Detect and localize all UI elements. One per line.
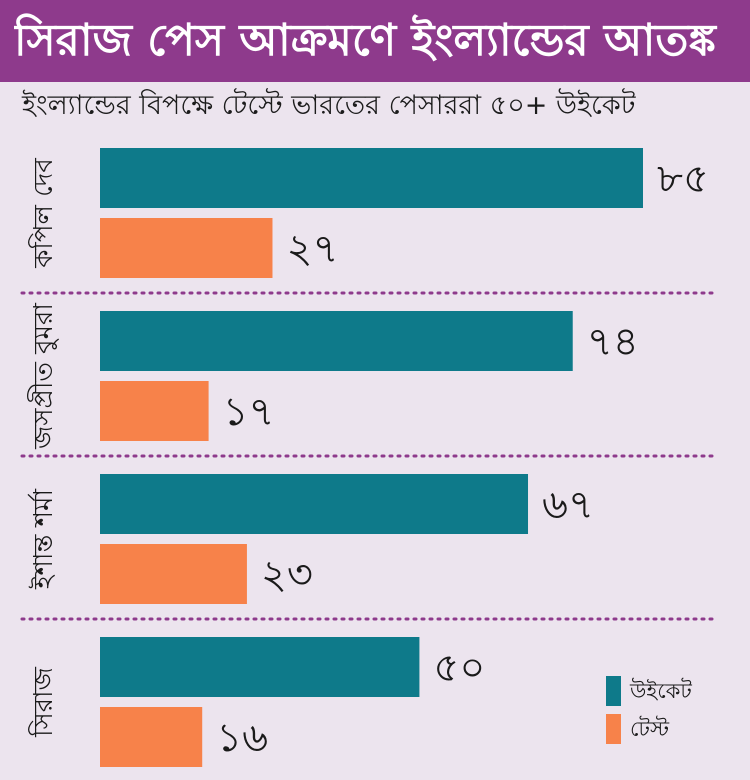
category-label: জসপ্রীত বুমরা [27, 303, 59, 450]
chart-title: সিরাজ পেস আক্রমণে ইংল্যান্ডের আতঙ্ক [14, 15, 716, 66]
tests-bar [100, 218, 273, 278]
category-label: সিরাজ [28, 666, 59, 737]
legend-label-wickets: উইকেট [629, 678, 692, 703]
tests-value-label: ১৭ [223, 389, 275, 435]
wickets-bar [100, 148, 643, 208]
tests-bar [100, 381, 209, 441]
wickets-value-label: ৬৭ [542, 482, 594, 528]
tests-value-label: ১৬ [216, 715, 268, 761]
tests-value-label: ২৩ [261, 552, 313, 598]
wickets-bar [100, 311, 573, 371]
tests-value-label: ২৭ [286, 226, 338, 272]
wickets-bar [100, 637, 420, 697]
legend-swatch-wickets [606, 676, 621, 706]
wickets-value-label: ৭৪ [587, 319, 639, 365]
title-bar: সিরাজ পেস আক্রমণে ইংল্যান্ডের আতঙ্ক [0, 0, 750, 82]
wickets-value-label: ৮৫ [657, 156, 709, 202]
wickets-bar [100, 474, 529, 534]
category-label: ইশান্ত শর্মা [28, 489, 59, 590]
tests-bar [100, 707, 203, 767]
chart-subtitle: ইংল্যান্ডের বিপক্ষে টেস্টে ভারতের পেসারর… [22, 90, 636, 121]
wickets-value-label: ৫০ [433, 645, 485, 691]
legend-swatch-tests [606, 714, 621, 744]
tests-bar [100, 544, 247, 604]
legend-label-tests: টেস্ট [630, 716, 670, 741]
category-label: কপিল দেব [28, 158, 59, 269]
